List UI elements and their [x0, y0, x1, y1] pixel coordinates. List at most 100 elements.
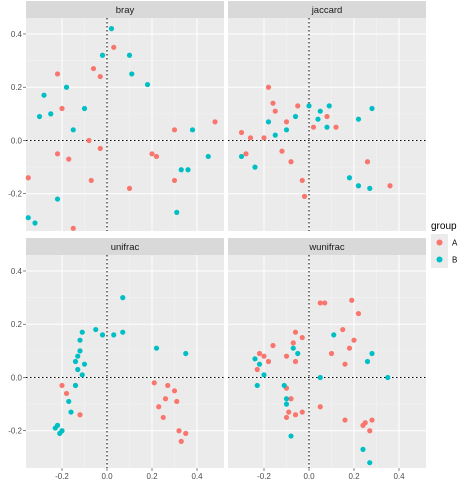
point-group-b — [367, 460, 373, 466]
point-group-b — [72, 358, 79, 365]
point-group-b — [120, 329, 126, 335]
x-tick-label: 0.4 — [393, 472, 405, 480]
point-group-b — [205, 153, 211, 160]
facet-title-wunifrac: wunifrac — [308, 242, 345, 253]
panel-background-unifrac — [26, 255, 224, 468]
legend-key-b-dot — [436, 256, 443, 263]
panel-background-wunifrac — [228, 255, 426, 468]
point-group-a — [288, 396, 294, 402]
facet-title-unifrac: unifrac — [111, 242, 140, 253]
point-group-b — [189, 127, 196, 133]
point-group-a — [212, 119, 218, 125]
point-group-b — [41, 92, 47, 98]
legend-label-a: A — [452, 239, 458, 248]
facet-jaccard: jaccard — [228, 1, 426, 231]
point-group-a — [160, 414, 166, 421]
point-group-b — [75, 366, 81, 373]
point-group-b — [355, 116, 362, 122]
point-group-b — [360, 446, 366, 452]
point-group-b — [178, 167, 184, 173]
point-group-a — [317, 404, 323, 410]
point-group-b — [364, 358, 371, 365]
point-group-a — [86, 137, 92, 144]
point-group-b — [174, 209, 180, 215]
point-group-a — [283, 414, 290, 421]
panel-background-jaccard — [228, 18, 426, 231]
point-group-a — [59, 105, 65, 112]
legend-key-a-dot — [436, 239, 443, 246]
point-group-b — [290, 345, 296, 351]
point-group-b — [63, 84, 70, 90]
point-group-b — [185, 167, 191, 173]
point-group-a — [151, 380, 157, 386]
point-group-b — [77, 337, 83, 343]
point-group-a — [292, 329, 299, 335]
point-group-a — [290, 340, 296, 346]
point-group-b — [331, 332, 337, 338]
point-group-b — [288, 433, 294, 439]
point-group-b — [281, 382, 287, 389]
point-group-b — [261, 372, 267, 378]
point-group-b — [108, 26, 115, 32]
point-group-b — [120, 295, 126, 301]
facet-strip-wunifrac — [228, 238, 426, 255]
point-group-b — [256, 361, 263, 367]
facet-wunifrac: wunifrac -0.2 0.0 0.2 0.4 — [228, 238, 426, 480]
point-group-a — [63, 390, 70, 397]
x-tick-label: 0.2 — [348, 472, 360, 480]
point-group-b — [324, 124, 330, 130]
point-group-b — [36, 113, 43, 120]
point-group-a — [342, 417, 348, 423]
point-group-a — [174, 398, 180, 405]
point-group-a — [299, 177, 305, 184]
point-group-b — [295, 350, 301, 357]
point-group-a — [97, 145, 103, 152]
point-group-b — [238, 153, 245, 160]
point-group-b — [254, 382, 260, 389]
point-group-b — [153, 345, 160, 351]
point-group-a — [70, 225, 76, 231]
y-tick-label: 0.2 — [11, 320, 23, 329]
point-group-a — [295, 103, 301, 109]
point-group-a — [360, 422, 366, 428]
point-group-b — [252, 356, 258, 362]
point-group-b — [99, 52, 106, 58]
point-group-b — [70, 127, 76, 133]
point-group-a — [288, 159, 294, 165]
point-group-b — [317, 374, 323, 381]
point-group-a — [54, 71, 61, 77]
point-group-a — [88, 177, 94, 184]
point-group-a — [342, 361, 348, 367]
facet-unifrac: unifrac -0.2 0.0 0.2 0.4 -0.2 0.0 0.2 0.4 — [8, 238, 224, 480]
point-group-a — [171, 127, 178, 133]
point-group-a — [66, 156, 72, 162]
point-group-b — [52, 425, 58, 431]
point-group-b — [66, 398, 72, 405]
x-tick-label: 0.0 — [101, 472, 113, 480]
point-group-b — [54, 196, 61, 202]
y-tick-label: 0.0 — [11, 373, 23, 382]
point-group-a — [265, 358, 272, 365]
point-group-a — [178, 438, 184, 444]
point-group-a — [25, 175, 31, 181]
point-group-a — [254, 366, 260, 373]
point-group-a — [265, 84, 272, 90]
y-tick-label: 0.2 — [11, 83, 23, 92]
point-group-b — [283, 127, 290, 133]
point-group-b — [81, 361, 88, 367]
point-group-b — [81, 105, 88, 112]
panel-background-bray — [26, 18, 224, 231]
point-group-a — [328, 350, 335, 357]
point-group-a — [97, 73, 103, 80]
point-group-a — [77, 412, 83, 418]
point-group-a — [364, 159, 371, 165]
point-group-a — [243, 151, 249, 157]
point-group-a — [283, 353, 290, 359]
point-group-a — [126, 185, 133, 191]
point-group-b — [126, 52, 133, 58]
point-group-b — [292, 113, 299, 120]
point-group-a — [346, 345, 353, 351]
y-tick-label: 0.0 — [11, 136, 23, 145]
point-group-a — [369, 417, 375, 423]
point-group-b — [346, 175, 353, 181]
